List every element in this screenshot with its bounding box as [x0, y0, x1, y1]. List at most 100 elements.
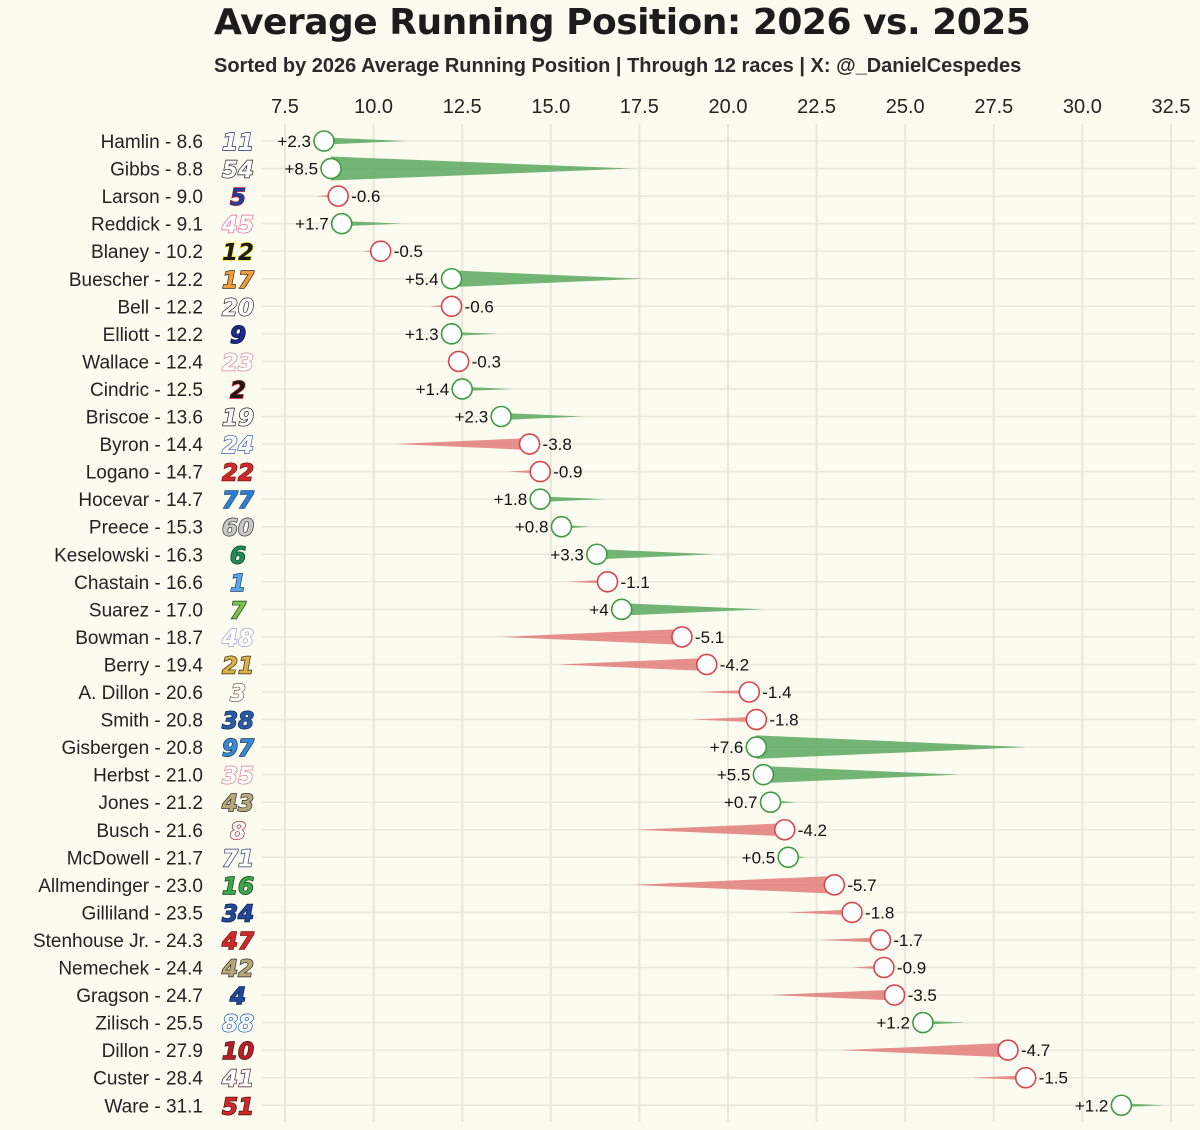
decline-wedge: [501, 628, 682, 645]
x-tick-label: 15.0: [531, 96, 570, 118]
position-2026-marker: [823, 874, 846, 896]
position-2026-marker: [330, 212, 353, 235]
car-number: 2: [230, 378, 246, 404]
change-label: +1.4: [416, 380, 450, 399]
x-tick-label: 30.0: [1063, 96, 1102, 118]
driver-label: Berry - 19.4: [104, 655, 204, 676]
driver-label: Bowman - 18.7: [75, 628, 203, 649]
driver-label: Keselowski - 16.3: [54, 545, 203, 566]
x-tick-label: 27.5: [974, 96, 1013, 118]
driver-label: Larson - 9.0: [102, 187, 203, 208]
improvement-wedge: [501, 412, 583, 421]
chart-title: Average Running Position: 2026 vs. 2025: [214, 2, 1031, 43]
position-2026-marker: [490, 405, 512, 428]
x-tick-label: 17.5: [620, 96, 659, 118]
decline-wedge: [632, 876, 835, 894]
change-label: -0.6: [351, 187, 380, 206]
change-label: -1.8: [769, 711, 798, 730]
change-label: -0.6: [465, 297, 494, 316]
position-2026-marker: [777, 846, 800, 869]
position-2026-marker: [313, 130, 335, 152]
car-number: 22: [222, 461, 254, 487]
position-2026-marker: [440, 323, 463, 345]
change-label: +7.6: [710, 738, 744, 757]
decline-wedge: [972, 1075, 1026, 1081]
change-label: -1.4: [762, 683, 791, 702]
change-label: -1.8: [865, 903, 894, 922]
driver-label: Suarez - 17.0: [89, 600, 203, 621]
decline-wedge: [692, 716, 757, 723]
car-number: 54: [222, 158, 254, 184]
car-number: 6: [230, 543, 246, 569]
x-tick-label: 12.5: [443, 96, 482, 118]
car-number: 42: [221, 957, 254, 983]
change-label: +1.2: [876, 1014, 910, 1033]
change-label: -5.1: [695, 628, 724, 647]
change-label: -0.9: [897, 959, 926, 978]
position-2026-marker: [773, 818, 796, 841]
car-number: 43: [221, 791, 254, 817]
improvement-wedge: [763, 766, 959, 784]
driver-label: Buescher - 12.2: [69, 270, 203, 291]
improvement-wedge: [451, 270, 643, 288]
decline-wedge: [820, 937, 881, 943]
driver-label: Elliott - 12.2: [103, 325, 203, 346]
improvement-wedge: [540, 496, 604, 502]
car-number: 77: [222, 488, 254, 514]
driver-label: Preece - 15.3: [89, 518, 203, 539]
position-2026-marker: [518, 433, 541, 455]
grid-lines: [262, 124, 1195, 1122]
driver-label: Bell - 12.2: [117, 297, 203, 318]
car-number: 12: [222, 240, 254, 266]
driver-label: Allmendinger - 23.0: [38, 876, 203, 897]
driver-label: Briscoe - 13.6: [86, 408, 203, 429]
change-label: +1.8: [494, 490, 528, 509]
position-2026-marker: [550, 515, 573, 538]
change-label: +5.5: [717, 766, 751, 785]
position-2026-marker: [320, 157, 342, 180]
change-label: +1.7: [295, 215, 329, 234]
car-number: 38: [222, 709, 254, 735]
position-2026-marker: [610, 598, 633, 621]
driver-label: Blaney - 10.2: [91, 242, 203, 263]
position-2026-marker: [1110, 1094, 1133, 1117]
driver-label: Custer - 28.4: [93, 1069, 203, 1090]
car-number: 21: [222, 653, 254, 679]
car-number: 20: [222, 295, 254, 321]
change-label: -3.8: [543, 435, 572, 454]
car-number: 8: [230, 819, 246, 845]
improvement-wedge: [621, 603, 764, 616]
change-label: +3.3: [550, 545, 584, 564]
car-number: 4: [229, 984, 246, 1010]
car-number: 24: [222, 433, 254, 459]
driver-label: Stenhouse Jr. - 24.3: [33, 931, 203, 952]
change-labels: +2.3 +8.5 -0.6 +1.7 -0.5 +5.4 -0.6 +1.3 -0.3 +1.4…: [277, 132, 1108, 1115]
x-axis: 7.5 10.0 12.5 15.0 17.5 20.0 22.5 25.0 27.5 30.0 3…: [271, 96, 1190, 118]
car-number: 35: [222, 764, 254, 790]
change-label: +4: [589, 600, 608, 619]
car-number: 47: [221, 929, 254, 955]
driver-label: Zilisch - 25.5: [95, 1014, 203, 1035]
position-2026-marker: [440, 295, 463, 318]
driver-label: Reddick - 9.1: [91, 215, 203, 236]
x-tick-label: 32.5: [1152, 96, 1191, 118]
driver-label: Gibbs - 8.8: [110, 160, 203, 181]
car-number: 71: [222, 846, 254, 872]
driver-label: Gilliland - 23.5: [82, 903, 203, 924]
driver-label: A. Dillon - 20.6: [78, 683, 203, 704]
driver-label: Cindric - 12.5: [90, 380, 203, 401]
car-numbers: 1154545121720923219242277606174821338973…: [220, 129, 254, 1121]
position-2026-marker: [912, 1011, 934, 1034]
position-2026-marker: [759, 791, 782, 814]
chart-subtitle: Sorted by 2026 Average Running Position …: [214, 55, 1022, 77]
position-2026-marker: [745, 708, 768, 731]
driver-label: Herbst - 21.0: [93, 766, 203, 787]
change-label: -3.5: [908, 986, 937, 1005]
improvement-wedge: [341, 221, 402, 227]
car-number: 5: [230, 185, 246, 211]
decline-wedge: [841, 1042, 1008, 1058]
improvement-wedge: [323, 137, 406, 145]
x-tick-label: 20.0: [709, 96, 748, 118]
change-label: -4.7: [1021, 1041, 1050, 1060]
